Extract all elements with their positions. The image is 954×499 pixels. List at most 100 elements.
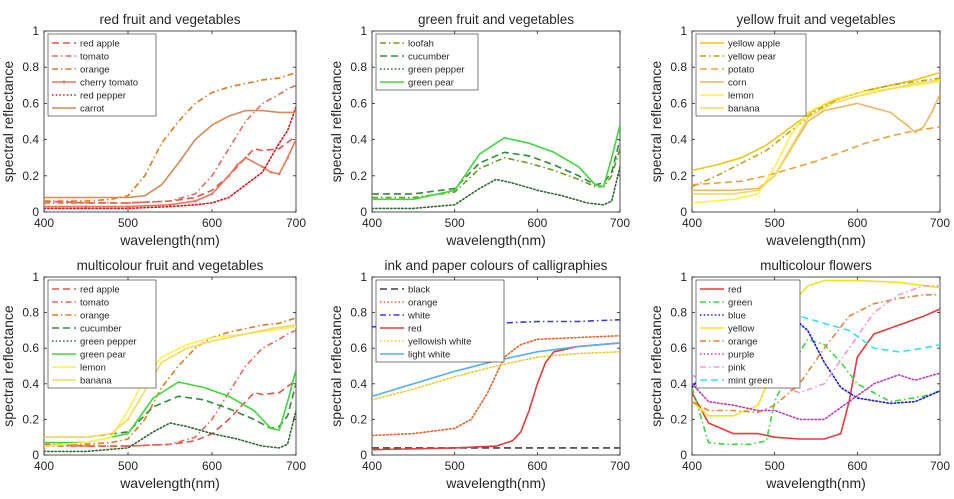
legend-label: banana (728, 104, 760, 115)
chart-panel-3: yellow fruit and vegetables 400 500 600 700 0… (648, 12, 950, 248)
x-tick-label: 500 (765, 216, 785, 230)
x-tick-label: 400 (682, 459, 702, 473)
x-tick-label: 400 (34, 216, 54, 230)
legend-box (695, 33, 807, 117)
series-group (44, 71, 296, 210)
y-tick-label: 0.8 (350, 306, 367, 320)
chart-panel-4: multicolour fruit and vegetables 400 500 60… (0, 258, 306, 491)
legend-box (695, 279, 801, 389)
y-tick-label: 1 (360, 270, 367, 284)
y-tick-label: 0 (32, 205, 39, 219)
y-tick-label: 0.4 (350, 377, 367, 391)
x-axis-label: wavelength(nm) (119, 475, 220, 491)
series-point (261, 165, 264, 169)
legend: black orange white red yellowish white light … (375, 279, 505, 363)
y-axis-label: spectral reflectance (0, 61, 16, 183)
series-point (286, 156, 289, 159)
legend-label: carrot (80, 104, 105, 115)
y-tick-label: 0.8 (350, 60, 367, 74)
legend-label: green pear (408, 78, 454, 89)
y-tick-label: 0 (680, 205, 687, 219)
y-tick-label: 0.8 (670, 306, 687, 320)
x-tick-label: 700 (930, 216, 950, 230)
series-point (168, 203, 172, 207)
y-tick-label: 0.4 (670, 133, 687, 147)
x-axis-label: wavelength(nm) (765, 475, 866, 491)
legend-label: orange (728, 337, 758, 348)
chart-panel-1: red fruit and vegetables 400 500 600 700 0 0.2… (0, 12, 306, 248)
y-tick-label: 0.4 (22, 377, 39, 391)
legend-label: lemon (80, 363, 106, 374)
y-tick-label: 0 (680, 448, 687, 462)
legend-label: cucumber (80, 324, 122, 335)
y-tick-label: 0.6 (22, 341, 39, 355)
x-tick-label: 700 (286, 459, 306, 473)
x-tick-label: 500 (445, 216, 465, 230)
chart-title: multicolour fruit and vegetables (77, 258, 264, 273)
chart-title: red fruit and vegetables (99, 12, 240, 27)
x-tick-label: 600 (847, 459, 867, 473)
series-point (210, 192, 214, 196)
legend-label: light white (408, 350, 450, 361)
y-tick-label: 0.2 (22, 169, 39, 183)
x-tick-label: 500 (118, 459, 138, 473)
legend-label: green pear (80, 350, 126, 361)
y-tick-label: 0 (360, 205, 367, 219)
series-line-cherry-tomato (44, 139, 296, 208)
legend-box (47, 279, 157, 389)
x-tick-label: 500 (118, 216, 138, 230)
y-tick-label: 1 (680, 24, 687, 38)
y-axis-label: spectral reflectance (328, 61, 344, 183)
y-tick-label: 0.4 (670, 377, 687, 391)
x-axis-label: wavelength(nm) (445, 232, 546, 248)
series-point (277, 172, 281, 176)
legend-label: white (407, 311, 430, 322)
chart-title: green fruit and vegetables (418, 12, 574, 27)
x-tick-label: 700 (286, 216, 306, 230)
x-tick-label: 600 (527, 216, 547, 230)
y-tick-label: 0.6 (670, 341, 687, 355)
series-line-carrot (44, 109, 296, 199)
series-point (269, 170, 273, 174)
legend-label: green pepper (408, 65, 465, 76)
y-tick-label: 0.4 (350, 133, 367, 147)
legend-label: pink (728, 363, 746, 374)
legend-label: yellowish white (408, 337, 471, 348)
x-tick-label: 400 (682, 216, 702, 230)
legend-label: red (728, 285, 742, 296)
chart-title: yellow fruit and vegetables (736, 12, 895, 27)
x-tick-label: 400 (34, 459, 54, 473)
series-line-orange (44, 71, 296, 202)
series-line-red (692, 308, 940, 440)
y-tick-label: 0.6 (22, 96, 39, 110)
series-point (227, 174, 231, 178)
x-tick-label: 700 (610, 459, 630, 473)
series-line-orange (372, 334, 620, 437)
legend-label: orange (408, 298, 438, 309)
legend-label: red apple (80, 285, 120, 296)
series-line-red (372, 342, 620, 451)
legend-box (375, 33, 479, 91)
y-tick-label: 0.8 (670, 60, 687, 74)
y-tick-label: 0.8 (22, 60, 39, 74)
series-line-potato (692, 126, 940, 186)
y-axis-label: spectral reflectance (0, 305, 16, 427)
legend: loofah cucumber green pepper green pear (375, 33, 479, 91)
series-line-banana (692, 79, 940, 195)
legend: red apple tomato orange cucumber green peppe… (47, 279, 157, 389)
chart-panel-5: ink and paper colours of calligraphies 40… (328, 258, 630, 491)
x-tick-label: 700 (930, 459, 950, 473)
legend-label: yellow (728, 324, 755, 335)
series-point (244, 156, 247, 159)
x-tick-label: 600 (202, 459, 222, 473)
legend-label: green (728, 298, 752, 309)
legend-label: black (408, 285, 430, 296)
x-axis-label: wavelength(nm) (765, 232, 866, 248)
y-tick-label: 0.2 (22, 412, 39, 426)
y-tick-label: 0.2 (670, 412, 687, 426)
x-axis-label: wavelength(nm) (445, 475, 546, 491)
series-line-red-pepper (44, 106, 296, 210)
chart-panel-6: multicolour flowers 400 500 600 700 0 0.2 0.4 0.… (648, 258, 950, 491)
y-tick-label: 1 (32, 270, 39, 284)
